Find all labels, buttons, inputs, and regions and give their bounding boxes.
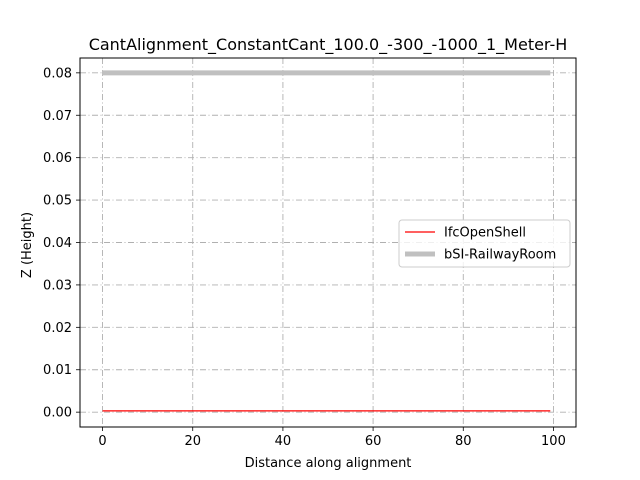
x-tick-label: 40	[275, 434, 292, 449]
legend: IfcOpenShell bSI-RailwayRoom	[398, 219, 571, 268]
x-tick-label: 100	[541, 434, 566, 449]
x-tick-label: 60	[365, 434, 382, 449]
x-tick-label: 20	[184, 434, 201, 449]
y-tick-label: 0.07	[43, 109, 72, 124]
y-tick-label: 0.04	[43, 236, 72, 251]
x-axis: 0 20 40 60 80 100	[98, 427, 566, 449]
y-tick-label: 0.03	[43, 278, 72, 293]
legend-label: bSI-RailwayRoom	[444, 248, 556, 263]
y-tick-label: 0.02	[43, 321, 72, 336]
x-tick-label: 80	[455, 434, 472, 449]
y-axis: 0.00 0.01 0.02 0.03 0.04 0.05 0.06 0.07 0.08	[43, 66, 80, 421]
y-tick-label: 0.01	[43, 363, 72, 378]
y-tick-label: 0.00	[43, 406, 72, 421]
plot-series	[102, 70, 551, 412]
y-axis-label: Z (Height)	[20, 212, 35, 278]
y-tick-label: 0.08	[43, 66, 72, 81]
legend-box	[398, 219, 571, 268]
y-tick-label: 0.06	[43, 151, 72, 166]
x-axis-label: Distance along alignment	[245, 456, 412, 471]
legend-label: IfcOpenShell	[444, 226, 526, 241]
x-tick-label: 0	[98, 434, 106, 449]
y-tick-label: 0.05	[43, 194, 72, 209]
chart-title: CantAlignment_ConstantCant_100.0_-300_-1…	[89, 35, 568, 55]
